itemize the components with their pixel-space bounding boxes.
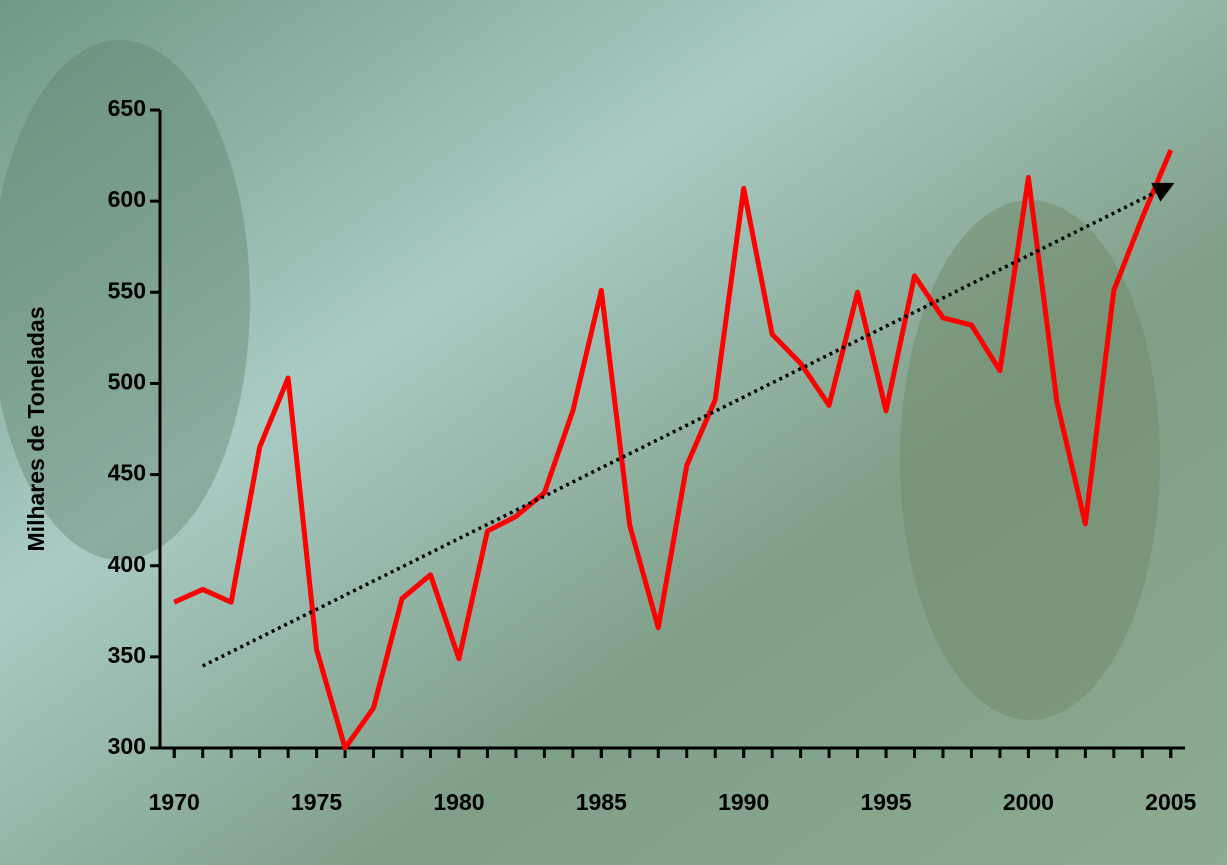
x-tick-label: 1975 — [291, 789, 342, 815]
y-tick-label: 500 — [108, 369, 146, 395]
x-tick-label: 2000 — [1003, 789, 1054, 815]
x-tick-label: 2005 — [1145, 789, 1196, 815]
y-tick-label: 350 — [108, 642, 146, 668]
y-tick-label: 450 — [108, 460, 146, 486]
background-shape — [900, 200, 1160, 720]
y-tick-label: 400 — [108, 551, 146, 577]
y-tick-label: 650 — [108, 95, 146, 121]
background-shape — [0, 40, 250, 560]
x-tick-label: 1995 — [860, 789, 911, 815]
y-axis-label: Milhares de Toneladas — [23, 307, 49, 552]
x-tick-label: 1970 — [149, 789, 200, 815]
y-tick-label: 600 — [108, 186, 146, 212]
y-tick-label: 300 — [108, 733, 146, 759]
x-tick-label: 1985 — [576, 789, 627, 815]
y-tick-label: 550 — [108, 277, 146, 303]
x-tick-label: 1990 — [718, 789, 769, 815]
trend-line — [201, 182, 1175, 668]
data-line — [173, 149, 1174, 751]
x-tick-label: 1980 — [433, 789, 484, 815]
